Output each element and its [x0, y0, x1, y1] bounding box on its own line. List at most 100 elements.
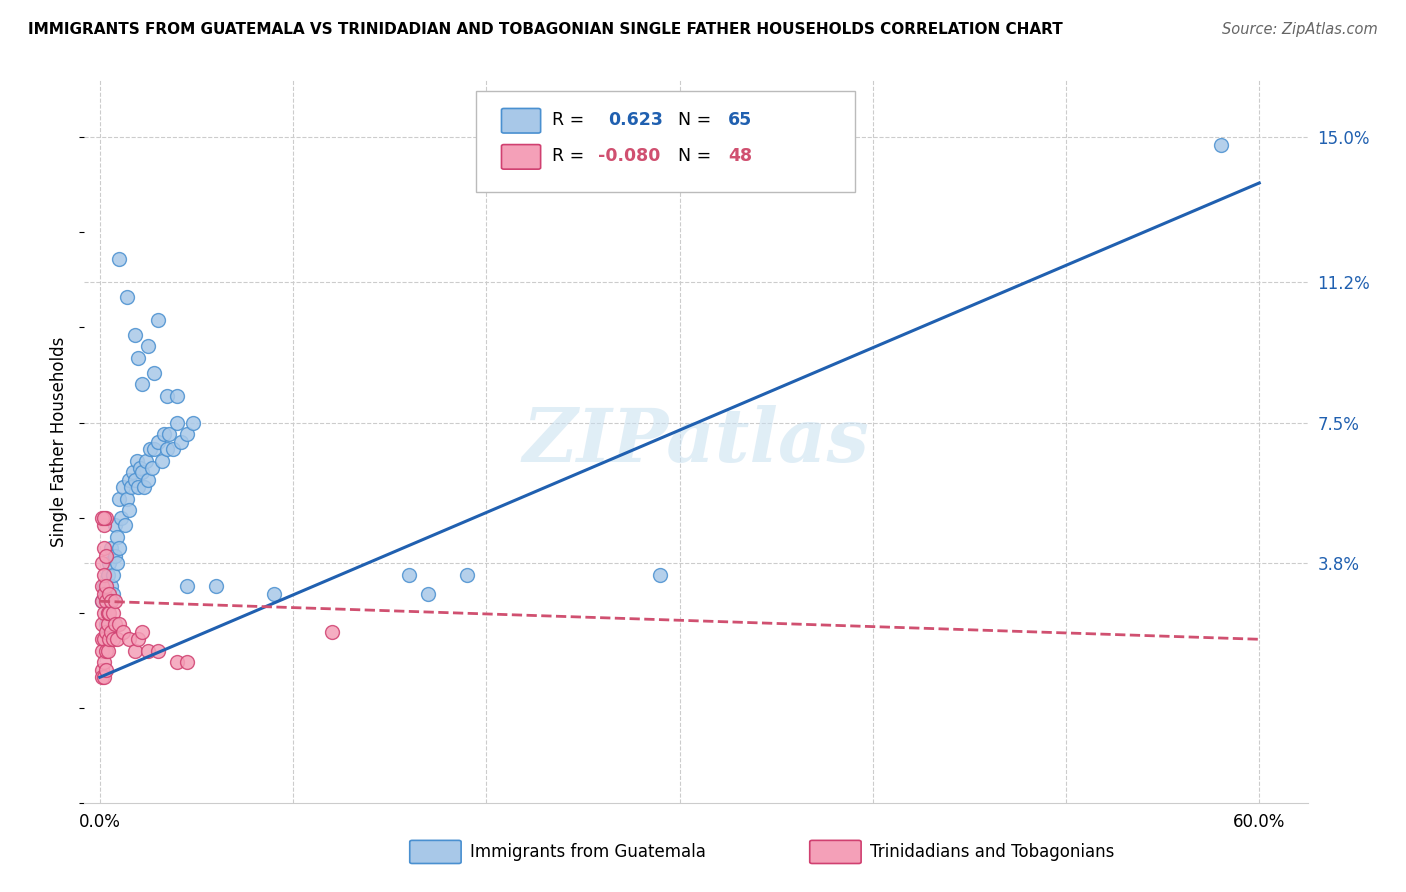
Point — [176, 579, 198, 593]
Point — [110, 510, 132, 524]
Point — [93, 670, 115, 684]
Point — [93, 579, 115, 593]
Point — [90, 670, 112, 684]
Text: Source: ZipAtlas.com: Source: ZipAtlas.com — [1222, 22, 1378, 37]
Point — [111, 624, 134, 639]
Point — [115, 290, 138, 304]
Point — [108, 491, 131, 506]
Point — [94, 643, 117, 657]
Point — [321, 624, 343, 639]
Point — [131, 624, 153, 639]
Point — [166, 416, 188, 430]
Point — [176, 655, 198, 669]
Point — [100, 594, 122, 608]
Point — [93, 541, 115, 555]
Text: 0.623: 0.623 — [607, 111, 662, 129]
Point — [650, 567, 672, 582]
Point — [104, 549, 127, 563]
Point — [131, 465, 153, 479]
Point — [142, 366, 165, 380]
Text: -0.080: -0.080 — [598, 147, 661, 165]
Point — [90, 643, 112, 657]
Point — [127, 480, 149, 494]
Point — [115, 491, 138, 506]
Point — [136, 643, 159, 657]
Point — [108, 617, 131, 632]
Point — [93, 632, 115, 647]
Point — [166, 389, 188, 403]
FancyBboxPatch shape — [502, 145, 541, 169]
Point — [152, 426, 174, 441]
Point — [136, 473, 159, 487]
Point — [162, 442, 184, 457]
Point — [104, 594, 127, 608]
Point — [93, 518, 115, 533]
Point — [90, 632, 112, 647]
Text: R =: R = — [551, 147, 589, 165]
Point — [90, 617, 112, 632]
Point — [181, 416, 204, 430]
Point — [104, 518, 127, 533]
Point — [98, 606, 121, 620]
Point — [121, 465, 143, 479]
Point — [96, 606, 118, 620]
Point — [157, 426, 180, 441]
Point — [103, 632, 125, 647]
Point — [127, 351, 149, 365]
Point — [100, 541, 122, 555]
Point — [398, 567, 420, 582]
Text: 65: 65 — [728, 111, 752, 129]
Point — [93, 510, 115, 524]
Point — [100, 579, 122, 593]
Point — [105, 556, 128, 570]
Text: 48: 48 — [728, 147, 752, 165]
Point — [94, 624, 117, 639]
Point — [94, 510, 117, 524]
Point — [93, 655, 115, 669]
Point — [124, 473, 146, 487]
Text: IMMIGRANTS FROM GUATEMALA VS TRINIDADIAN AND TOBAGONIAN SINGLE FATHER HOUSEHOLDS: IMMIGRANTS FROM GUATEMALA VS TRINIDADIAN… — [28, 22, 1063, 37]
Point — [108, 252, 131, 266]
Point — [127, 632, 149, 647]
Point — [1209, 137, 1232, 152]
Point — [90, 594, 112, 608]
Point — [176, 426, 198, 441]
Point — [90, 510, 112, 524]
Point — [103, 567, 125, 582]
Point — [93, 587, 115, 601]
Point — [136, 339, 159, 353]
Point — [94, 587, 117, 601]
Point — [90, 594, 112, 608]
Point — [124, 643, 146, 657]
FancyBboxPatch shape — [409, 840, 461, 863]
Point — [108, 541, 131, 555]
Point — [146, 643, 169, 657]
Point — [93, 567, 115, 582]
Point — [93, 606, 115, 620]
Point — [103, 606, 125, 620]
Point — [104, 617, 127, 632]
Point — [124, 328, 146, 343]
Point — [204, 579, 226, 593]
Point — [90, 579, 112, 593]
Text: ZIPatlas: ZIPatlas — [523, 405, 869, 478]
Text: Trinidadians and Tobagonians: Trinidadians and Tobagonians — [870, 843, 1114, 861]
Point — [90, 556, 112, 570]
Point — [131, 377, 153, 392]
Point — [146, 313, 169, 327]
Point — [103, 587, 125, 601]
Point — [150, 453, 173, 467]
Point — [94, 663, 117, 677]
Point — [111, 480, 134, 494]
Point — [94, 594, 117, 608]
Point — [120, 480, 142, 494]
Point — [141, 461, 163, 475]
Text: Immigrants from Guatemala: Immigrants from Guatemala — [470, 843, 706, 861]
Point — [114, 518, 136, 533]
FancyBboxPatch shape — [502, 109, 541, 133]
Point — [118, 473, 141, 487]
Point — [100, 624, 122, 639]
Point — [105, 530, 128, 544]
Point — [118, 503, 141, 517]
Point — [98, 594, 121, 608]
